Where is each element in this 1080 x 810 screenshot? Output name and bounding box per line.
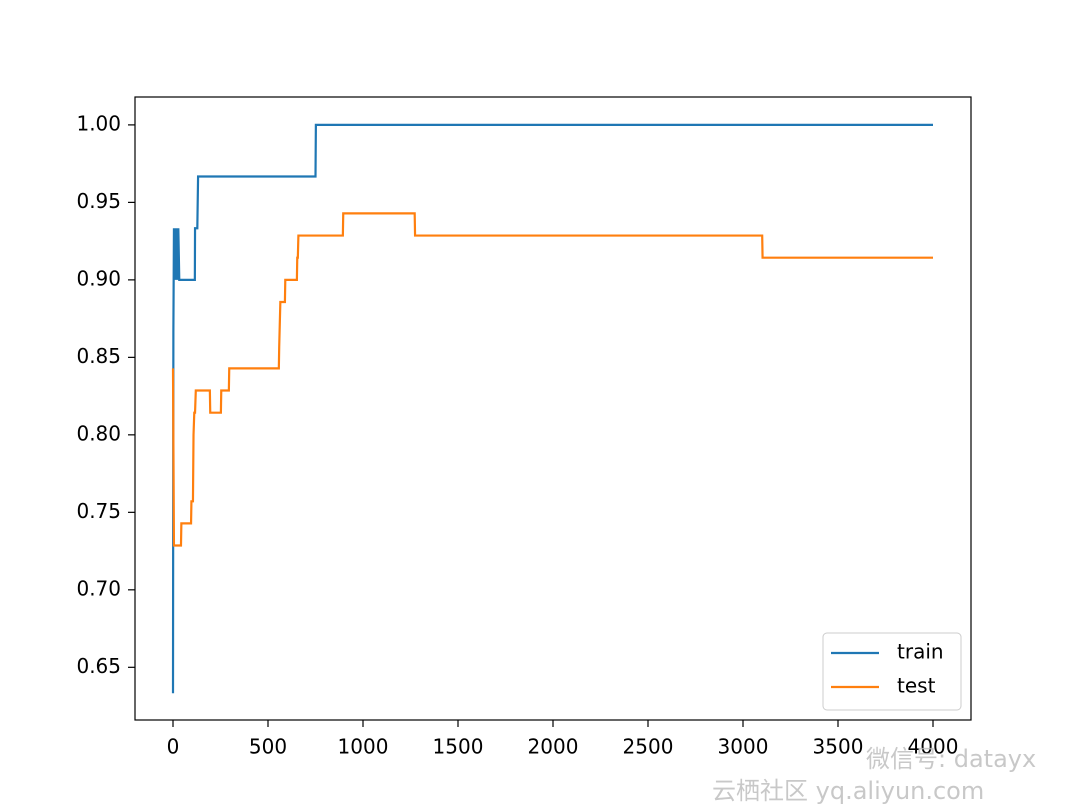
y-tick-label: 0.85 <box>76 344 121 368</box>
x-tick-label: 1500 <box>433 735 484 759</box>
y-tick-label: 0.80 <box>76 421 121 445</box>
x-tick-label: 2000 <box>528 735 579 759</box>
x-tick-label: 3000 <box>718 735 769 759</box>
legend-label: train <box>897 640 944 664</box>
watermark: 微信号: datayx <box>866 745 1036 773</box>
x-tick-label: 1000 <box>338 735 389 759</box>
plot-frame <box>134 96 972 721</box>
legend-label: test <box>897 674 936 698</box>
series-line <box>171 212 933 547</box>
x-tick-label: 0 <box>167 735 180 759</box>
y-tick-label: 0.95 <box>76 189 121 213</box>
watermark: 云栖社区 yq.aliyun.com <box>712 777 984 805</box>
y-tick-label: 0.75 <box>76 499 121 523</box>
x-tick-label: 3500 <box>813 735 864 759</box>
series-line <box>171 123 933 694</box>
y-tick-label: 0.70 <box>76 576 121 600</box>
x-tick-label: 500 <box>249 735 287 759</box>
x-tick-label: 4000 <box>908 735 959 759</box>
x-tick-label: 2500 <box>623 735 674 759</box>
y-tick-label: 1.00 <box>76 111 121 135</box>
y-tick-label: 0.65 <box>76 654 121 678</box>
y-tick-label: 0.90 <box>76 266 121 290</box>
